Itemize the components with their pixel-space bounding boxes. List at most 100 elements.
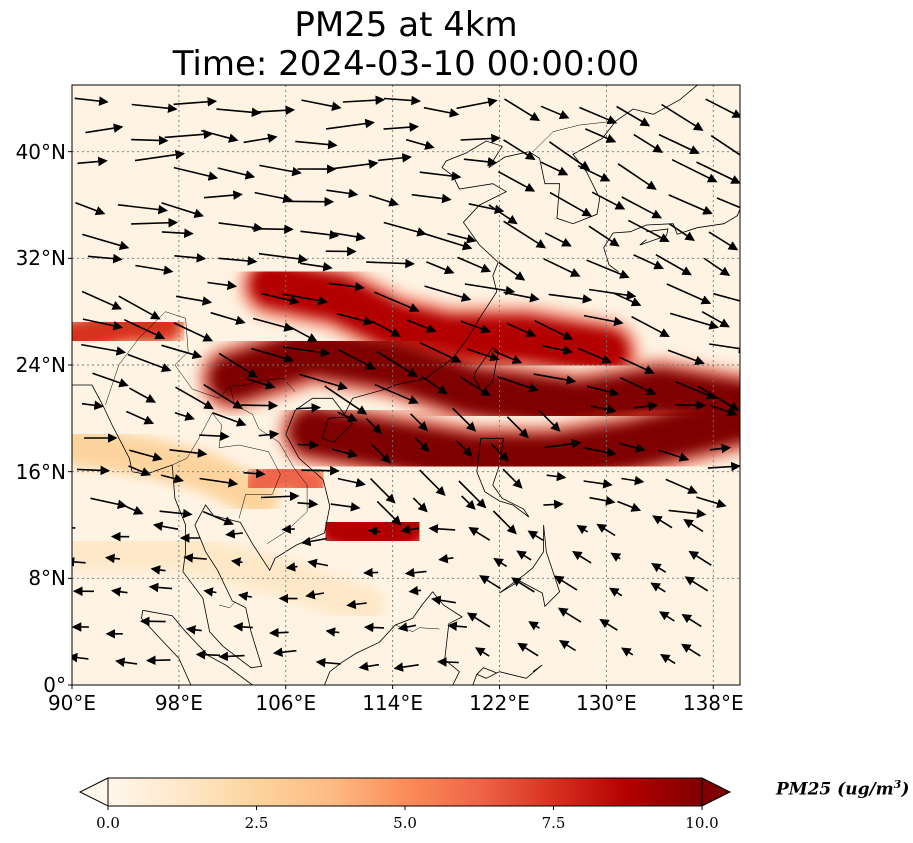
wind-arrow — [72, 652, 89, 663]
wind-arrow — [175, 386, 214, 410]
wind-arrow — [203, 587, 217, 597]
wind-arrow — [610, 552, 622, 562]
wind-arrow — [633, 133, 664, 153]
wind-arrow — [74, 96, 109, 106]
wind-arrow — [285, 562, 298, 572]
border-1 — [172, 412, 281, 519]
wind-arrow — [528, 621, 540, 631]
wind-arrow — [383, 122, 420, 132]
wind-arrow — [254, 191, 293, 204]
wind-arrow — [161, 228, 194, 239]
wind-arrow — [363, 622, 385, 633]
wind-arrow — [269, 627, 289, 638]
wind-arrow — [297, 498, 319, 509]
wind-arrow — [503, 139, 536, 161]
wind-arrow — [631, 315, 670, 337]
wind-arrow — [117, 204, 168, 215]
coastline-0 — [72, 85, 699, 669]
wind-arrow — [175, 295, 213, 306]
wind-arrow — [183, 553, 207, 563]
wind-arrow — [543, 258, 581, 277]
wind-arrow — [217, 167, 256, 180]
wind-arrow — [272, 647, 297, 657]
wind-arrow — [160, 473, 184, 484]
wind-arrow — [707, 461, 740, 472]
wind-arrow — [583, 314, 624, 327]
wind-arrow — [81, 400, 104, 411]
wind-arrow — [588, 225, 620, 247]
wind-arrow — [599, 618, 618, 631]
wind-arrow — [240, 400, 279, 411]
wind-arrow — [199, 477, 239, 488]
wind-arrow — [397, 622, 417, 632]
wind-arrow — [538, 409, 561, 432]
wind-arrow — [466, 612, 491, 628]
wind-arrow — [543, 499, 564, 510]
wind-arrow — [129, 387, 157, 403]
wind-arrow — [92, 372, 129, 388]
wind-arrow — [337, 477, 366, 488]
wind-arrow — [583, 479, 613, 489]
wind-arrow — [424, 233, 473, 251]
wind-arrow — [169, 448, 208, 458]
wind-arrow — [297, 440, 320, 450]
border-2 — [229, 386, 308, 544]
wind-arrow — [590, 404, 617, 415]
wind-arrow — [572, 551, 592, 564]
wind-arrow — [616, 105, 651, 127]
wind-arrow — [683, 519, 704, 533]
wind-arrow — [617, 500, 642, 512]
wind-arrow — [346, 599, 367, 610]
wind-arrow — [705, 98, 740, 118]
wind-arrow — [203, 383, 244, 410]
wind-arrow — [82, 318, 123, 331]
wind-arrow — [72, 557, 86, 567]
wind-arrow — [658, 133, 700, 155]
wind-arrow — [173, 322, 214, 342]
wind-arrow — [633, 254, 664, 270]
wind-arrow — [667, 349, 705, 365]
wind-arrow — [365, 418, 383, 435]
wind-arrow — [131, 103, 178, 114]
wind-arrow — [452, 407, 477, 432]
wind-arrow — [87, 253, 123, 264]
wind-arrow — [307, 558, 329, 569]
wind-arrow — [237, 591, 252, 602]
colorbar-extend-low — [78, 777, 109, 807]
wind-vectors — [72, 95, 740, 672]
wind-arrow — [460, 320, 491, 334]
wind-arrow — [709, 343, 740, 354]
wind-arrow — [131, 135, 169, 146]
colorbar-tick-label: 0.0 — [96, 814, 120, 832]
wind-arrow — [378, 153, 412, 163]
wind-arrow — [503, 220, 547, 249]
wind-arrow — [506, 416, 529, 439]
wind-arrow — [511, 577, 535, 593]
wind-arrow — [384, 95, 421, 106]
wind-arrow — [697, 385, 740, 411]
wind-arrow — [299, 261, 333, 272]
wind-arrow — [261, 292, 300, 306]
wind-arrow — [301, 536, 327, 547]
wind-arrow — [579, 106, 618, 125]
wind-arrow — [506, 322, 537, 337]
lat-tick-label: 16°N — [15, 459, 66, 484]
wind-arrow — [669, 223, 695, 241]
wind-arrow — [709, 404, 738, 417]
colorbar-tick-label: 5.0 — [393, 814, 417, 832]
wind-arrow — [299, 373, 348, 391]
wind-arrow — [468, 526, 491, 541]
wind-arrow — [81, 290, 123, 310]
wind-arrow — [110, 586, 128, 597]
wind-arrow — [216, 107, 262, 118]
plume-borneo-north — [305, 491, 440, 573]
wind-arrow — [658, 611, 675, 622]
wind-arrow — [75, 202, 106, 216]
wind-arrow — [90, 497, 128, 509]
wind-arrow — [557, 607, 582, 623]
lat-tick-label: 8°N — [28, 566, 66, 591]
wind-arrow — [374, 291, 420, 312]
wind-arrow — [447, 232, 477, 244]
